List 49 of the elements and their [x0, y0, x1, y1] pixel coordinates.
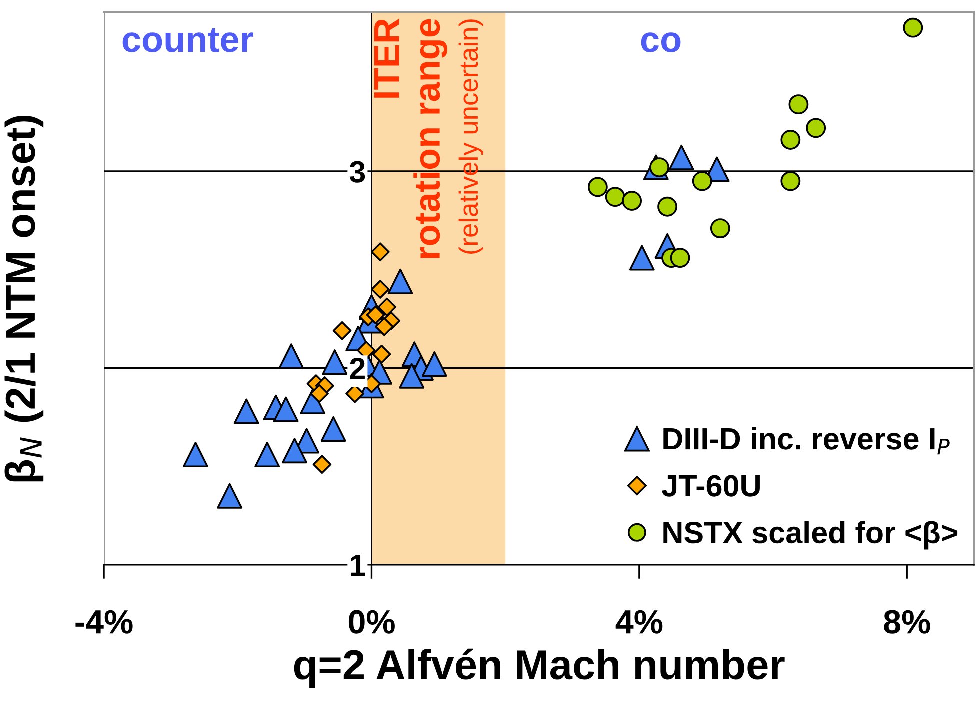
point	[658, 196, 678, 217]
y-tick-label: 1	[351, 555, 366, 576]
legend-label: JT-60U	[662, 475, 760, 497]
point	[806, 118, 826, 138]
point	[780, 171, 801, 192]
point	[622, 191, 642, 211]
annotation: co	[641, 32, 681, 52]
point	[182, 442, 208, 468]
point	[692, 171, 712, 192]
point	[322, 350, 348, 376]
band-label: ITER rotation range (relatively uncertain)	[374, 18, 484, 258]
x-tick-label: 4%	[616, 610, 663, 634]
annotation: counter	[122, 28, 254, 52]
point	[375, 317, 394, 336]
x-tick-label: 0%	[348, 610, 395, 634]
point	[217, 483, 243, 509]
x-axis-title: q=2 Alfvén Mach number	[294, 648, 785, 688]
y-axis-title: β$_{N}$ (2/1 NTM onset)	[4, 116, 44, 482]
y-tick-label: 2	[350, 358, 365, 380]
x-tick-label: 8%	[884, 610, 930, 634]
point	[320, 416, 346, 442]
legend-label: DIII-D inc. reverse I$_{P}$	[664, 427, 950, 455]
point	[282, 438, 308, 464]
point	[388, 268, 414, 294]
point	[371, 280, 390, 299]
point	[312, 455, 332, 474]
point	[788, 94, 809, 115]
point	[422, 352, 448, 378]
legend-label: NSTX scaled for <β>	[664, 521, 958, 550]
point	[780, 130, 801, 150]
point	[332, 321, 352, 340]
x-tick-label: -4%	[76, 610, 133, 634]
point	[371, 242, 390, 262]
point	[254, 442, 280, 468]
point	[605, 187, 626, 208]
point	[668, 144, 694, 170]
point	[234, 398, 260, 424]
point	[356, 341, 376, 360]
point	[378, 298, 397, 317]
point	[273, 396, 299, 422]
point	[710, 218, 730, 238]
point	[588, 177, 608, 198]
point	[278, 344, 304, 370]
point	[629, 245, 655, 271]
y-tick-label: 3	[350, 161, 366, 183]
point	[670, 248, 690, 268]
point	[399, 363, 425, 389]
point	[903, 18, 924, 38]
point	[372, 345, 392, 364]
